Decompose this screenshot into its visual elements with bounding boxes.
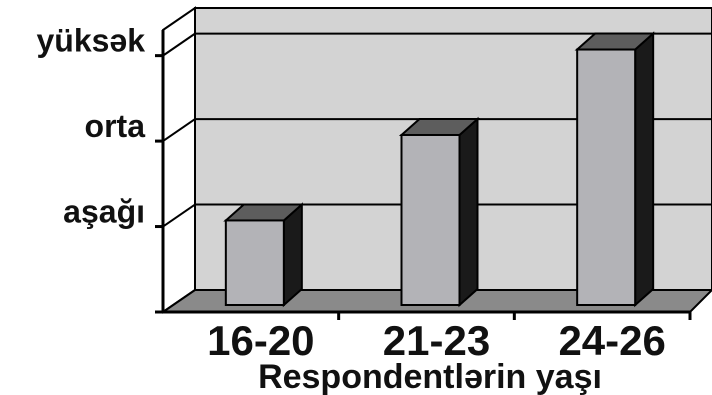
bar [574,31,656,308]
bar-front [400,133,461,306]
gridline-wall [162,118,196,142]
bar-side [458,116,479,308]
gridline-wall [162,203,196,228]
x-axis-label: Respondentlərin yaşı [258,358,602,395]
bar-side [282,202,303,308]
left-wall [162,6,196,314]
x-tick-label: 21-23 [383,317,490,364]
y-tick-label: yüksək [36,23,145,59]
bar-front [576,48,637,306]
bar [223,202,305,308]
bar-front [224,219,285,306]
y-ticks: aşağı orta yüksək [36,23,163,314]
y-tick-label: orta [85,108,146,144]
x-tick-label: 16-20 [207,317,314,364]
bars [223,31,656,308]
x-ticks: 16-20 21-23 24-26 [207,312,692,364]
bar-side [634,31,655,308]
gridline-wall [162,32,196,57]
x-tick-label: 24-26 [558,317,665,364]
y-tick-label: aşağı [63,194,145,230]
bar [398,116,481,308]
